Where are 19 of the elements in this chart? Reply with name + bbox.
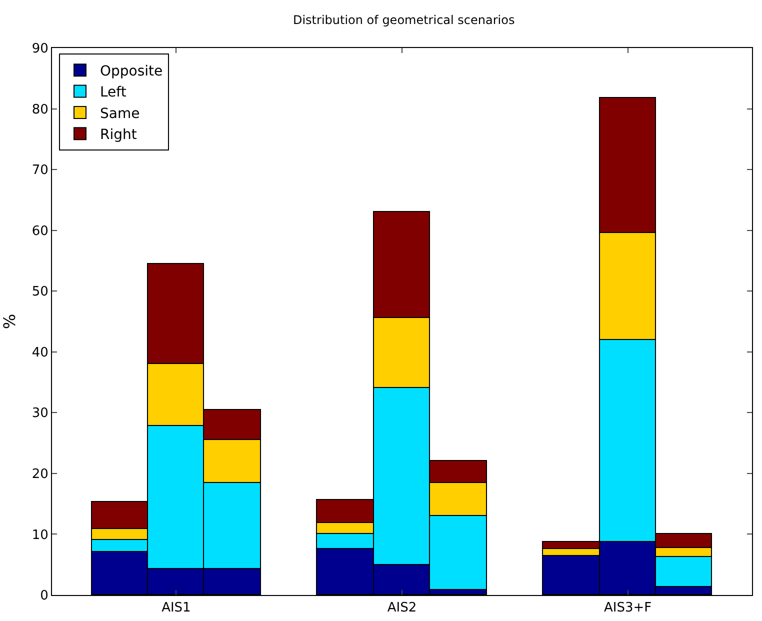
chart-title: Distribution of geometrical scenarios <box>292 12 515 27</box>
legend-label: Right <box>100 127 138 144</box>
legend-label: Opposite <box>100 64 163 80</box>
y-tick-label: 30 <box>32 406 48 422</box>
y-tick-label: 0 <box>40 588 48 604</box>
legend-label: Same <box>100 106 140 122</box>
y-tick-label: 20 <box>32 466 48 482</box>
y-tick-label: 80 <box>32 102 48 118</box>
y-axis-title: % <box>0 314 19 330</box>
y-tick-label: 60 <box>32 224 48 239</box>
y-tick-label: 70 <box>32 163 48 178</box>
y-tick-label: 90 <box>32 42 48 57</box>
y-tick-label: 50 <box>32 284 48 300</box>
x-tick-label: AIS1 <box>162 600 191 616</box>
legend-label: Left <box>100 84 127 101</box>
y-tick-label: 10 <box>32 528 48 543</box>
y-tick-label: 40 <box>32 345 48 360</box>
x-tick-label: AIS3+F <box>604 600 652 616</box>
x-tick-label: AIS2 <box>387 600 417 616</box>
